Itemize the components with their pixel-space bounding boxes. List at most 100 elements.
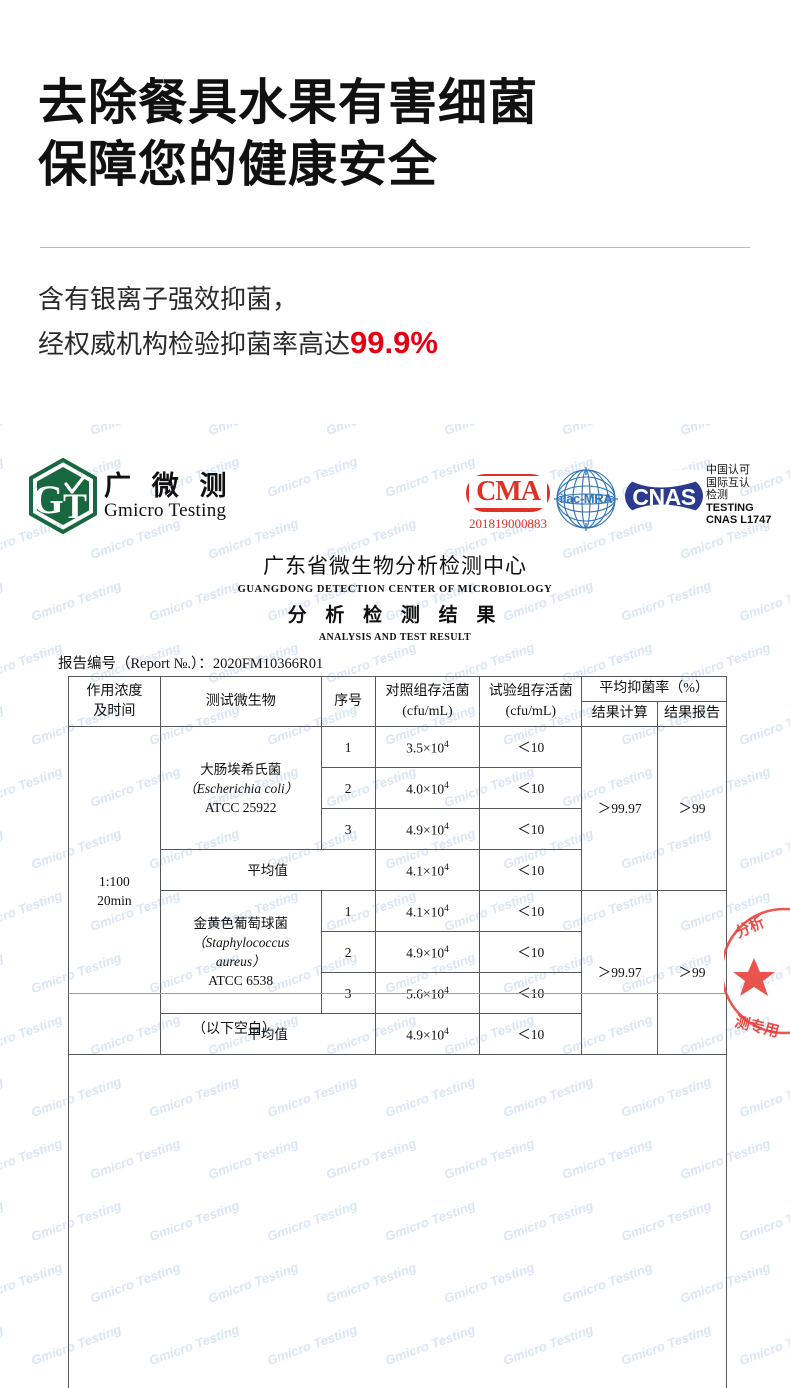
lab-brand-cn: 广 微 测 bbox=[104, 471, 234, 501]
subtitle-line-1: 含有银离子强效抑菌， bbox=[38, 284, 299, 314]
micro-1-latin: （Escherichia coli） bbox=[183, 780, 299, 796]
subtitle-line-2-text: 经权威机构检验抑菌率高达 bbox=[38, 329, 351, 359]
ilac-label: ilac-MRA bbox=[559, 491, 613, 506]
cell-control-average: 4.1×104 bbox=[374, 849, 481, 891]
test-report-document: G T 广 微 测 Gmicro Testing CMA 20181900088… bbox=[0, 424, 790, 1388]
page-title: 去除餐具水果有害细菌 保障您的健康安全 bbox=[38, 72, 738, 196]
lab-brand-en: Gmicro Testing bbox=[104, 500, 227, 521]
cnas-line-5: CNAS L1747 bbox=[706, 514, 772, 527]
cell-test: ＜10 bbox=[479, 890, 583, 932]
cnas-mark-icon bbox=[624, 470, 704, 522]
cnas-accreditation-lines: 中国认可 国际互认 检测 TESTING CNAS L1747 bbox=[706, 464, 790, 527]
svg-text:T: T bbox=[63, 486, 87, 526]
ilac-mra-badge: ilac-MRA bbox=[553, 466, 619, 532]
col-header-test-l2: (cfu/mL) bbox=[505, 703, 557, 719]
table-row-average: 平均值 4.9×104 ＜10 bbox=[69, 1013, 727, 1055]
concentration-value-l1: 1:100 bbox=[99, 873, 130, 889]
table-row: 2 4.9×104 ＜10 bbox=[69, 931, 727, 973]
cell-seq: 2 bbox=[320, 767, 376, 809]
cell-seq: 2 bbox=[320, 931, 376, 973]
table-row-average: 平均值 4.1×104 ＜10 bbox=[69, 849, 727, 891]
cell-seq: 3 bbox=[320, 808, 376, 850]
subtitle-line-2: 经权威机构检验抑菌率高达99.9% bbox=[38, 321, 738, 366]
cell-microorganism-1: 大肠埃希氏菌 （Escherichia coli） ATCC 25922 bbox=[159, 726, 322, 850]
inhibition-rate-highlight: 99.9% bbox=[350, 325, 438, 360]
micro-2-latin-l2: aureus） bbox=[215, 954, 266, 969]
official-red-stamp: 分析 测专用 bbox=[724, 907, 790, 1041]
cell-control: 4.1×104 bbox=[374, 890, 481, 932]
cell-test: ＜10 bbox=[479, 767, 583, 809]
col-header-test-group: 试验组存活菌 (cfu/mL) bbox=[479, 676, 583, 727]
test-results-table: 作用浓度 及时间 测试微生物 序号 对照组存活菌 (cfu/mL) 试验组存活菌… bbox=[68, 676, 727, 1055]
ilac-globe-icon bbox=[554, 467, 618, 531]
concentration-value-l2: 20min bbox=[97, 892, 132, 908]
report-center-name-cn: 广东省微生物分析检测中心 bbox=[263, 554, 527, 578]
cell-test-average: ＜10 bbox=[479, 849, 583, 891]
cell-test: ＜10 bbox=[479, 726, 583, 768]
micro-2-cn: 金黄色葡萄球菌 bbox=[193, 916, 288, 931]
col-header-sequence: 序号 bbox=[320, 676, 376, 727]
micro-1-atcc: ATCC 25922 bbox=[204, 799, 277, 815]
cell-control: 4.9×104 bbox=[374, 931, 481, 973]
cnas-label: CNAS bbox=[632, 484, 696, 510]
col-header-concentration-l1: 作用浓度 bbox=[86, 683, 143, 699]
table-row: 3 4.9×104 ＜10 bbox=[69, 808, 727, 850]
report-title-cn: 分 析 检 测 结 果 bbox=[287, 605, 503, 626]
cell-rate-calc-1: ＞99.97 bbox=[581, 726, 659, 891]
blank-continuation-area: （以下空白） bbox=[68, 993, 727, 1388]
cell-seq: 1 bbox=[320, 726, 376, 768]
col-header-rate-calc: 结果计算 bbox=[581, 701, 659, 727]
cell-rate-report-1: ＞99 bbox=[657, 726, 727, 891]
micro-2-latin-l1: （Staphylococcus bbox=[191, 935, 290, 950]
report-title-en: ANALYSIS AND TEST RESULT bbox=[318, 632, 472, 643]
cell-test: ＜10 bbox=[479, 808, 583, 850]
col-header-concentration-l2: 及时间 bbox=[93, 703, 136, 719]
col-header-microorganism: 测试微生物 bbox=[159, 676, 322, 727]
section-divider bbox=[40, 247, 750, 248]
cell-control-average: 4.9×104 bbox=[374, 1013, 481, 1055]
cnas-badge: CNAS bbox=[624, 470, 704, 522]
col-header-control-l2: (cfu/mL) bbox=[402, 703, 453, 719]
blank-note: （以下空白） bbox=[192, 1022, 276, 1037]
cnas-line-3: 检测 bbox=[706, 489, 728, 502]
cell-average-label-2: 平均值 bbox=[159, 1013, 376, 1055]
cell-control: 3.5×104 bbox=[374, 726, 481, 768]
subtitle-block: 含有银离子强效抑菌， 经权威机构检验抑菌率高达99.9% bbox=[38, 278, 738, 366]
cma-label: CMA bbox=[469, 476, 547, 508]
cell-average-label-1: 平均值 bbox=[159, 849, 376, 891]
col-header-test-l1: 试验组存活菌 bbox=[488, 683, 573, 699]
cnas-line-4: TESTING bbox=[706, 501, 754, 514]
col-header-control-l1: 对照组存活菌 bbox=[385, 683, 470, 699]
micro-1-cn: 大肠埃希氏菌 bbox=[200, 761, 282, 777]
cell-seq: 1 bbox=[320, 890, 376, 932]
cnas-line-2: 国际互认 bbox=[706, 476, 750, 489]
headline-line-2: 保障您的健康安全 bbox=[38, 138, 439, 192]
table-row: 2 4.0×104 ＜10 bbox=[69, 767, 727, 809]
col-header-rate-report: 结果报告 bbox=[657, 701, 727, 727]
svg-text:分析: 分析 bbox=[732, 913, 767, 942]
report-center-name-en: GUANGDONG DETECTION CENTER OF MICROBIOLO… bbox=[237, 584, 553, 595]
col-header-control-group: 对照组存活菌 (cfu/mL) bbox=[374, 676, 481, 727]
cell-concentration: 1:100 20min bbox=[68, 726, 161, 1055]
cnas-line-1: 中国认可 bbox=[706, 464, 750, 476]
report-number-label: 报告编号（Report №.）： bbox=[58, 656, 213, 672]
cell-test: ＜10 bbox=[479, 931, 583, 973]
cell-control: 4.0×104 bbox=[374, 767, 481, 809]
gmicro-gt-logo-icon: G T bbox=[29, 458, 97, 534]
cma-badge: CMA 201819000883 bbox=[466, 474, 550, 536]
cell-test-average: ＜10 bbox=[479, 1013, 583, 1055]
table-row: 金黄色葡萄球菌 （Staphylococcus aureus） ATCC 653… bbox=[69, 890, 727, 1055]
report-number-value: 2020FM10366R01 bbox=[212, 656, 324, 672]
headline-line-1: 去除餐具水果有害细菌 bbox=[38, 76, 539, 130]
micro-2-atcc: ATCC 6538 bbox=[208, 973, 274, 988]
svg-text:G: G bbox=[32, 477, 63, 522]
cell-control: 4.9×104 bbox=[374, 808, 481, 850]
table-row: 1:100 20min 大肠埃希氏菌 （Escherichia coli） AT… bbox=[68, 726, 727, 1055]
svg-text:测专用: 测专用 bbox=[733, 1012, 781, 1040]
col-header-concentration: 作用浓度 及时间 bbox=[68, 676, 161, 727]
report-number: 报告编号（Report №.）：2020FM10366R01 bbox=[58, 652, 323, 673]
cma-number: 201819000883 bbox=[469, 516, 547, 531]
table-header-row: 作用浓度 及时间 测试微生物 序号 对照组存活菌 (cfu/mL) 试验组存活菌… bbox=[68, 676, 727, 727]
col-header-rate-group: 平均抑菌率（%） bbox=[581, 676, 727, 702]
cell-rate-report-2: ＞99 bbox=[657, 890, 727, 1055]
